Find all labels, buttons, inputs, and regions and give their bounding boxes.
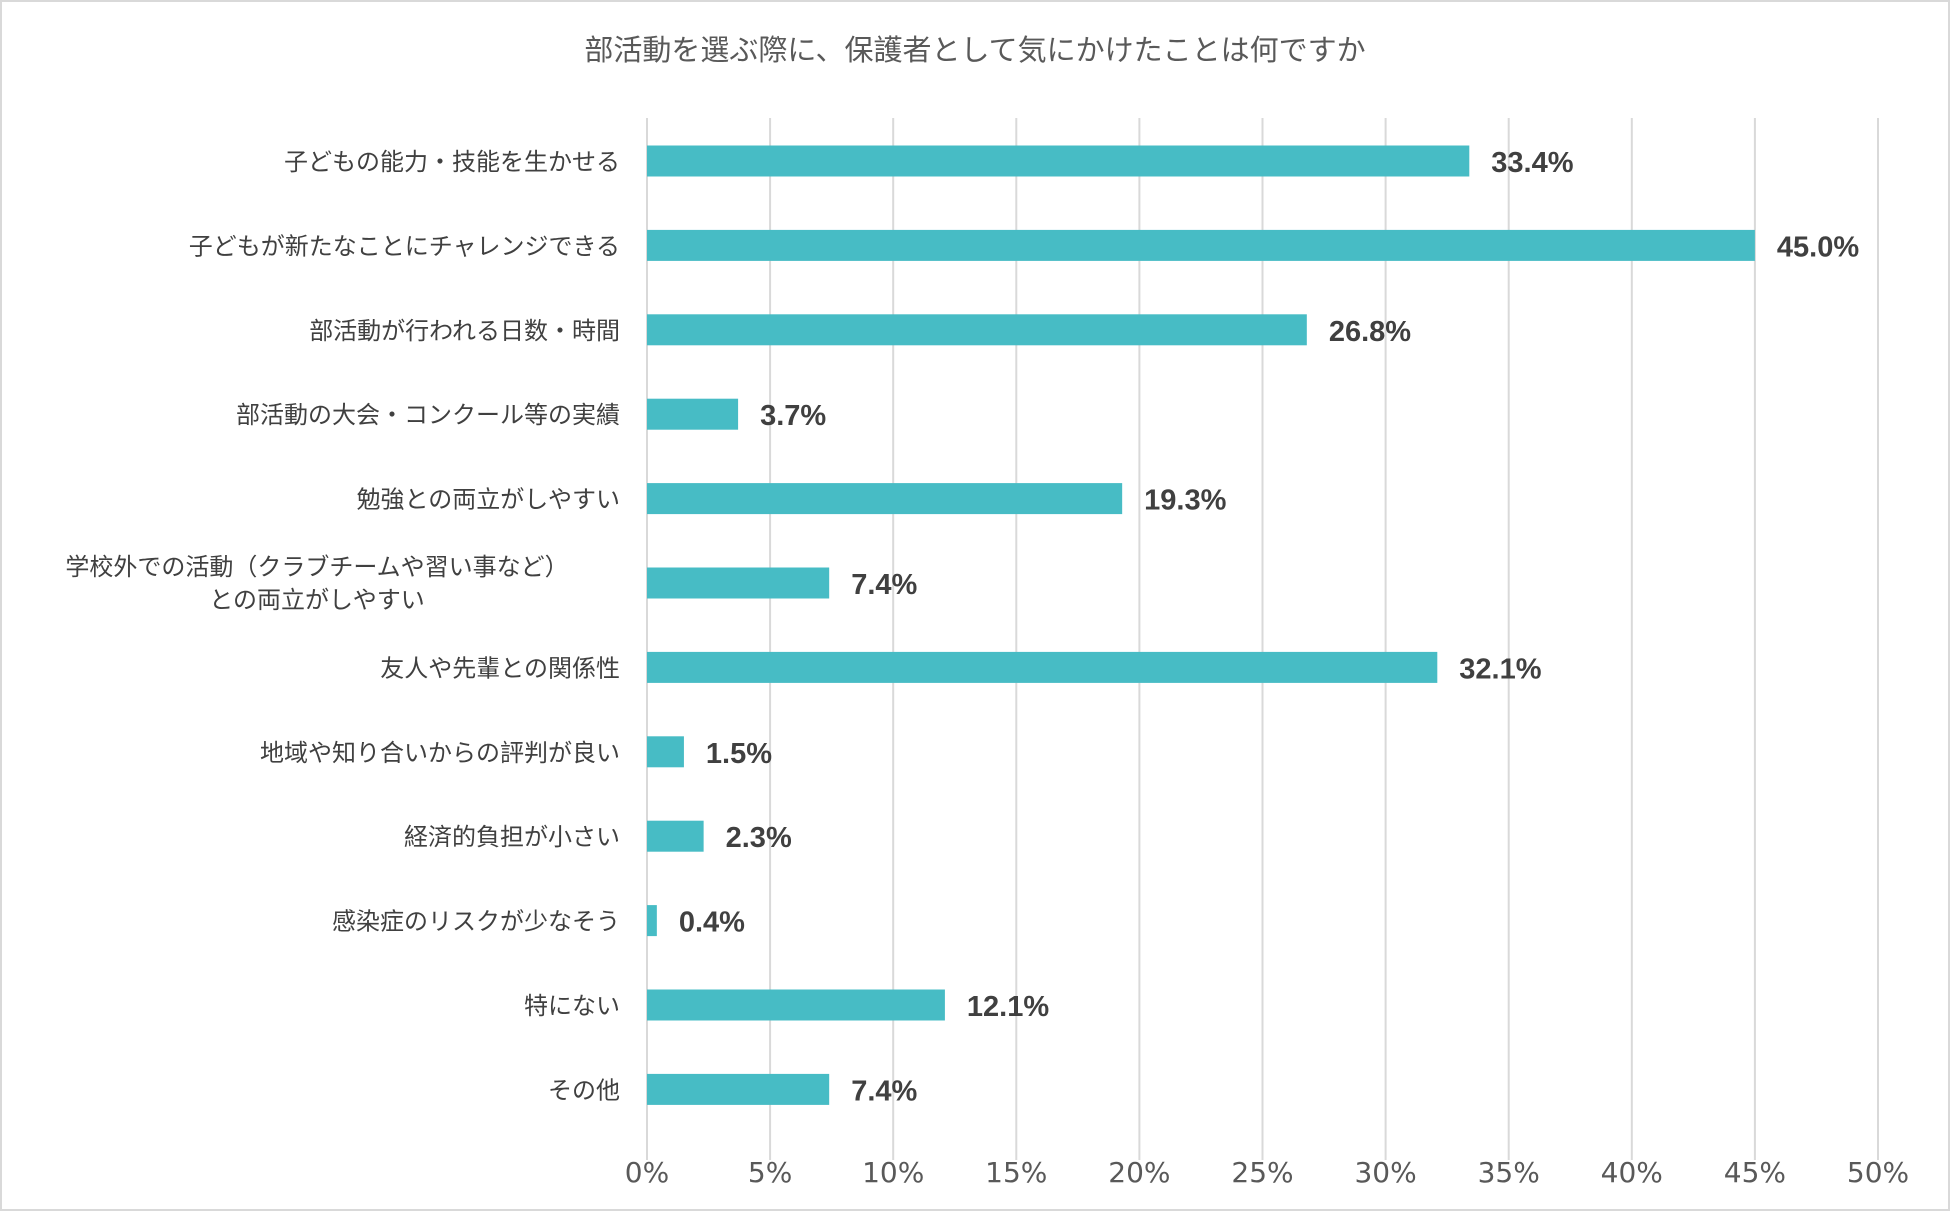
x-tick-label: 35% [1478,1156,1540,1189]
data-label: 7.4% [851,1075,917,1107]
bar [647,736,684,768]
data-label: 19.3% [1144,485,1226,517]
category-label: 部活動が行われる日数・時間 [309,317,620,345]
bar [647,989,945,1021]
category-label: 部活動の大会・コンクール等の実績 [236,401,620,429]
category-label: 学校外での活動（クラブチームや習い事など）との両立がしやすい [65,553,568,614]
bar [647,905,657,937]
data-label: 26.8% [1329,316,1411,348]
category-labels: 子どもの能力・技能を生かせる子どもが新たなことにチャレンジできる部活動が行われる… [65,148,620,1104]
gridlines [646,118,1879,1160]
category-label: 友人や先輩との関係性 [380,654,620,682]
x-tick-label: 50% [1847,1156,1909,1189]
x-tick-label: 0% [625,1156,669,1189]
bar [647,229,1755,261]
category-label: 勉強との両立がしやすい [356,486,620,514]
data-label: 7.4% [851,569,917,601]
x-tick-label: 45% [1724,1156,1786,1189]
data-label: 33.4% [1491,147,1573,179]
category-label: その他 [548,1076,620,1104]
bar [647,820,704,852]
category-label: 地域や知り合いからの評判が良い [260,739,620,767]
x-tick-label: 10% [862,1156,924,1189]
x-tick-label: 15% [985,1156,1047,1189]
data-label: 3.7% [760,400,826,432]
category-label: 子どもの能力・技能を生かせる [284,148,620,176]
value-labels: 33.4% 45.0% 26.8% 3.7% 19.3% 7.4% 32.1% 1.5% 2.3… [679,147,1859,1107]
data-label: 45.0% [1777,231,1859,263]
x-tick-label: 5% [748,1156,792,1189]
x-tick-label: 25% [1231,1156,1293,1189]
x-tick-label: 20% [1108,1156,1170,1189]
bar [647,145,1470,177]
bar [647,567,830,599]
x-axis-ticks: 0% 5% 10% 15% 20% 25% 30% 35% 40% 45% 50% [625,1156,1909,1189]
data-label: 0.4% [679,907,745,939]
data-label: 2.3% [726,822,792,854]
bar [647,483,1123,515]
data-label: 1.5% [706,738,772,770]
category-label: 子どもが新たなことにチャレンジできる [189,232,620,260]
bar [647,398,739,430]
bar [647,314,1307,346]
data-label: 32.1% [1459,653,1541,685]
bars [647,145,1755,1105]
data-label: 12.1% [967,991,1049,1023]
category-label: 特にない [524,992,620,1020]
category-label: 感染症のリスクが少なそう [332,908,620,936]
bar [647,651,1438,683]
chart-title: 部活動を選ぶ際に、保護者として気にかけたことは何ですか [584,33,1365,67]
x-tick-label: 30% [1354,1156,1416,1189]
bar [647,1073,830,1105]
x-tick-label: 40% [1601,1156,1663,1189]
category-label: 経済的負担が小さい [404,823,620,851]
